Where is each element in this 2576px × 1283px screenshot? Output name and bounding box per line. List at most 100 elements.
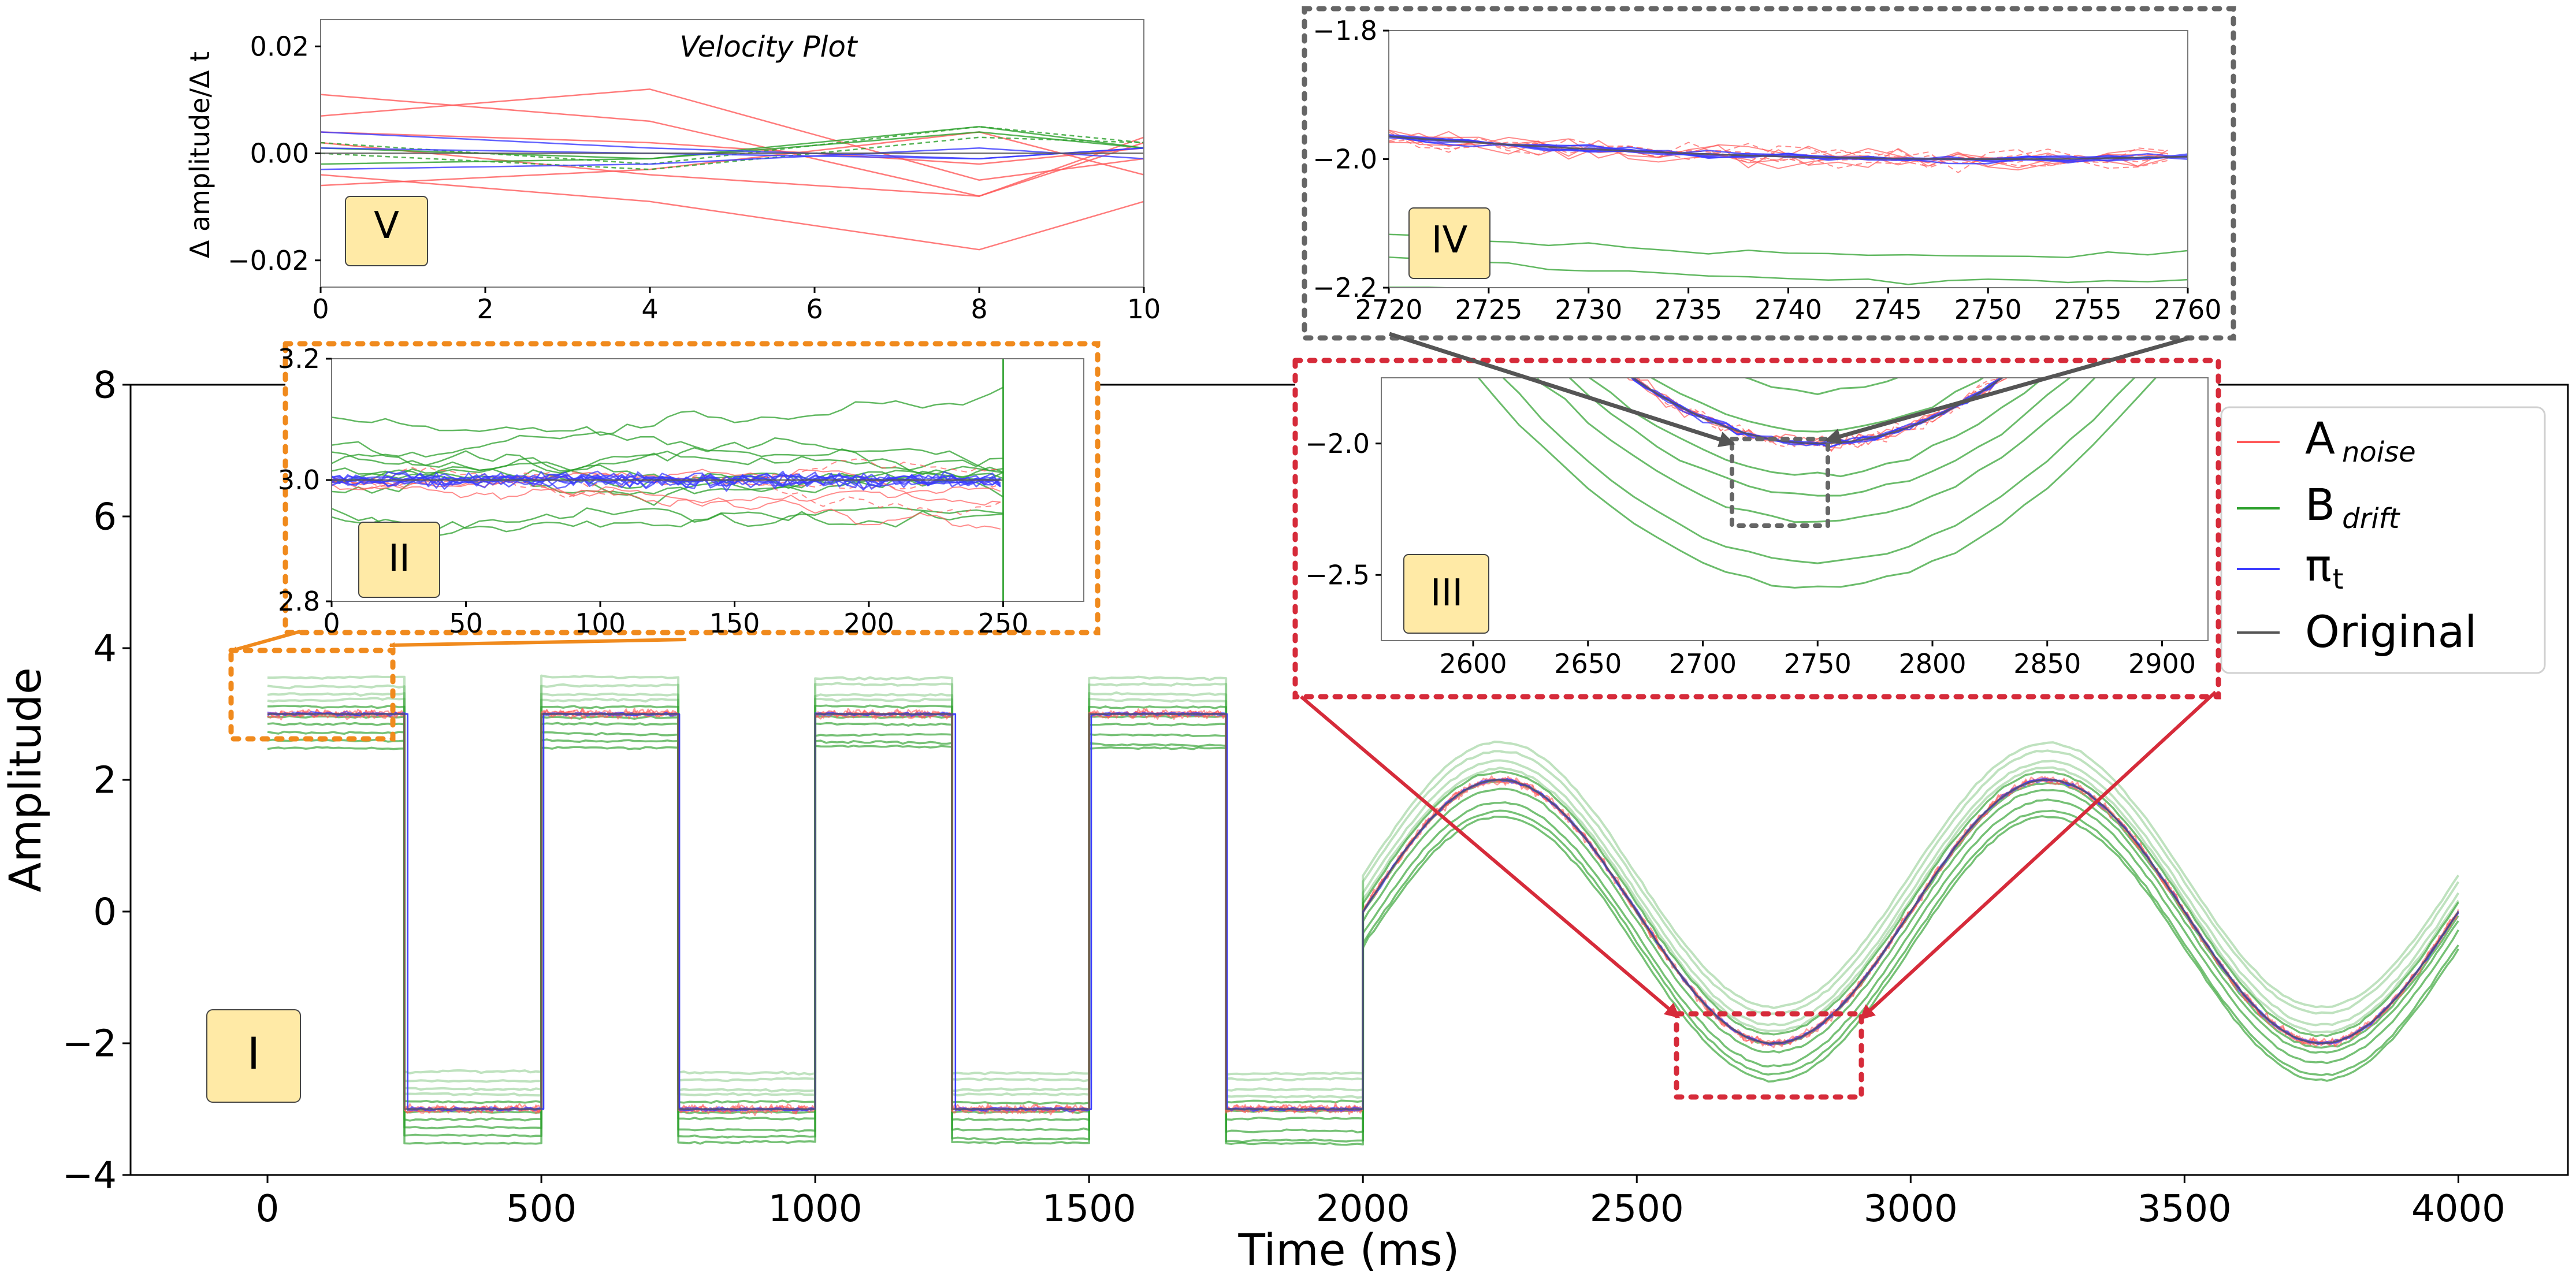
panel-label-v-box [345,196,428,266]
series-b-drift-line [267,691,2460,1093]
legend-label-pi-t: πt [2305,540,2344,596]
y-tick-label: 3.0 [278,464,320,496]
inset-ii-x-ticks: 0 50 100 150 200 250 [323,601,1028,639]
series-pi-t-line [1630,378,2003,446]
y-tick-label: 0.00 [250,138,309,169]
y-tick-label: −2 [62,1022,117,1065]
x-tick-label: 8 [971,293,987,325]
series-pi-t-line [332,470,1001,488]
panel-label-iii: III [1430,572,1463,615]
series-a-noise-line [1389,129,2168,169]
zoom-box-ii-region [228,648,396,742]
series-b-drift-line [332,431,1003,471]
series-a-noise-line [1389,132,2168,169]
main-y-ticks: −4 −2 0 2 4 6 8 [62,364,131,1197]
inset-iii-axes-frame [1381,377,2209,641]
x-tick-label: 2750 [1784,648,1852,679]
panel-label-iv: IV [1432,219,1468,262]
zoom-box-iii-region [1674,1011,1864,1100]
main-plot: 0 500 1000 1500 2000 2500 3000 3500 4000 −4−2024… [0,364,2569,1275]
x-tick-label: 2900 [2128,648,2196,679]
series-a-noise-line [1634,378,2004,445]
y-tick-label: −2.2 [1313,272,1377,303]
y-tick-label: 6 [93,496,117,538]
series-b-drift-line [267,722,2459,1122]
inset-iii-background [1295,360,2218,697]
series-b-drift-line [267,682,2460,1083]
legend-frame [2220,406,2546,674]
x-tick-label: 500 [506,1188,577,1230]
x-tick-label: 200 [843,608,894,639]
series-b-drift-line [1501,378,2136,564]
series-a-noise-line [1389,129,2168,171]
x-tick-label: 2650 [1554,648,1622,679]
x-tick-label: 2755 [2054,294,2122,325]
y-tick-label: −2.0 [1313,144,1377,175]
series-b-drift-line [1649,378,1985,433]
inset-iv-background [1304,9,2233,338]
series-a-noise-line [1389,131,2168,167]
panel-label-v: V [374,204,399,247]
series-original-line [1631,378,2004,445]
x-tick-label: 0 [312,293,329,325]
y-tick-label: 2.8 [278,586,320,617]
inset-ii-series-group [332,359,1004,601]
y-tick-label: 3.2 [278,343,320,374]
series-b-drift-line [1477,378,2157,589]
series-b-drift-line [1588,378,2045,478]
series-b-drift-line [332,386,1004,436]
x-tick-label: 2730 [1555,294,1622,325]
y-tick-label: 0 [93,891,117,934]
series-b-drift-line [267,745,2459,1146]
x-tick-label: 0 [323,608,340,639]
x-tick-label: 4000 [2411,1188,2506,1230]
x-tick-label: 50 [449,608,483,639]
series-a-noise-line [332,471,1001,515]
inset-v-series-group [321,88,1144,251]
series-original-line [267,713,2459,1110]
x-tick-label: 150 [709,608,760,639]
velocity-a-noise-line [321,142,1144,197]
panel-label-i-box [206,1009,301,1103]
series-b-drift-line [332,437,1003,474]
x-tick-label: 1500 [1042,1188,1136,1230]
connector-arrow-iii-right [1860,690,2217,1020]
y-tick-label: 8 [93,364,117,407]
main-y-axis-label: Amplitude [0,667,51,892]
legend-label-original: Original [2305,606,2477,657]
y-tick-label: −2.0 [1305,428,1370,459]
inset-iii: 2600 2650 2700 2750 2800 2850 2900 −2.0 −2.5 II… [1292,358,2221,700]
x-tick-label: 2 [477,293,493,325]
series-b-drift-line [267,674,2460,1076]
x-tick-label: 3000 [1864,1188,1958,1230]
inset-iii-x-ticks: 2600 2650 2700 2750 2800 2850 2900 [1439,641,2196,679]
y-tick-label: −2.5 [1305,559,1370,590]
panel-label-ii: II [388,537,410,580]
main-x-ticks: 0 500 1000 1500 2000 2500 3000 3500 4000 [256,1175,2506,1230]
x-tick-label: 2700 [1669,648,1737,679]
x-tick-label: 6 [806,293,823,325]
x-tick-label: 250 [978,608,1029,639]
inset-v-y-axis-label: Δ amplitude/Δ t [184,51,215,258]
series-a-noise-line [1637,378,1999,451]
inset-iv-y-ticks: −1.8 −2.0 −2.2 [1313,15,1389,303]
velocity-a-noise-line [321,174,1144,251]
x-tick-label: 0 [256,1188,280,1230]
x-tick-label: 2500 [1590,1188,1684,1230]
panel-label-iv-box [1408,207,1490,279]
y-tick-label: 0.02 [250,31,309,62]
inset-iii-y-ticks: −2.0 −2.5 [1305,428,1381,590]
series-b-drift-line [1568,378,2071,497]
series-b-drift-line [1389,256,2188,285]
series-b-drift-line [267,704,2459,1105]
series-pi-t-line [1389,134,2188,164]
series-a-noise-line [332,478,1001,507]
y-tick-label: −0.02 [228,245,309,276]
series-b-drift-line [1742,378,1900,395]
main-x-axis-label: Time (ms) [1237,1224,1459,1275]
x-tick-label: 2720 [1355,294,1422,325]
x-tick-label: 2800 [1898,648,1966,679]
